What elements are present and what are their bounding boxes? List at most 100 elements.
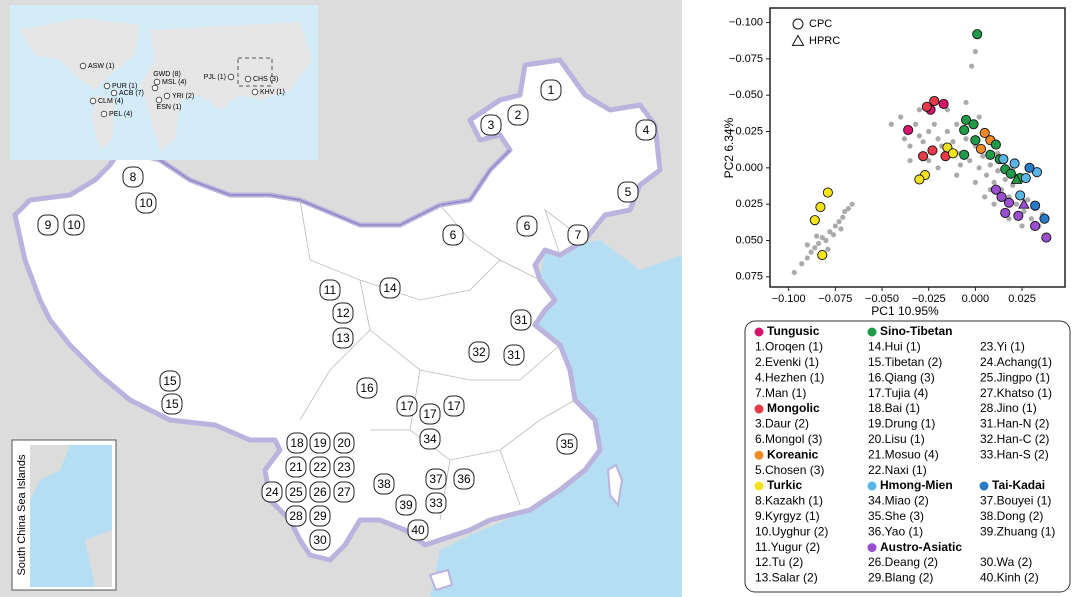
point — [982, 194, 988, 200]
site-label: 18 — [290, 436, 304, 450]
legend-item: 8.Kazakh (1) — [755, 494, 823, 508]
point — [1024, 162, 1035, 173]
site-marker — [507, 104, 529, 126]
legend-item: 34.Miao (2) — [868, 494, 929, 508]
site-marker — [419, 428, 441, 450]
site-marker — [407, 519, 429, 541]
legend-item: 15.Tibetan (2) — [868, 355, 942, 369]
site-marker — [635, 119, 657, 141]
site-marker — [135, 192, 157, 214]
point — [935, 136, 941, 142]
site-label: 5 — [625, 185, 632, 199]
legend-label: HPRC — [809, 35, 840, 47]
x-tick-label: −0.100 — [772, 293, 806, 305]
legend-group: Tai-Kadai — [992, 478, 1045, 492]
legend: Tungusic 1.Oroqen (1)2.Evenki (1)4.Hezhen… — [754, 324, 1055, 585]
eurasia-africa — [140, 22, 312, 150]
point — [822, 187, 833, 198]
legend-item: 36.Yao (1) — [868, 524, 923, 538]
site-marker — [503, 344, 525, 366]
point — [1020, 172, 1031, 184]
point — [931, 121, 937, 127]
site-marker — [332, 327, 354, 349]
point — [1021, 208, 1027, 215]
point — [954, 172, 960, 178]
point — [996, 191, 1007, 202]
point — [1013, 210, 1024, 221]
point — [991, 201, 997, 207]
site-marker — [309, 456, 331, 478]
site-marker — [480, 114, 502, 136]
site-label: 25 — [289, 485, 303, 499]
sample-site — [79, 62, 87, 70]
sample-site — [244, 75, 252, 83]
x-tick-label: 0.000 — [962, 293, 990, 305]
site-label: 24 — [265, 485, 279, 499]
y-tick-label: 0.000 — [735, 162, 763, 174]
x-tick-label: 0.025 — [1008, 293, 1036, 305]
point — [987, 162, 993, 168]
site-marker — [333, 432, 355, 454]
legend-item: 31.Han-N (2) — [980, 417, 1049, 431]
americas — [20, 18, 140, 150]
legend-item: 16.Qiang (3) — [868, 370, 935, 384]
point — [972, 48, 978, 55]
point — [967, 157, 973, 164]
legend-item: 32.Han-C (2) — [980, 432, 1049, 446]
y-tick-label: 0.050 — [735, 234, 763, 246]
legend-item: 9.Kyrgyz (1) — [755, 509, 820, 523]
point — [990, 184, 1001, 195]
site-marker — [332, 302, 354, 324]
sample-site — [110, 89, 118, 97]
sample-site — [155, 96, 163, 104]
point — [983, 172, 990, 178]
legend-item: 37.Bouyei (1) — [980, 494, 1051, 508]
site-label: 32 — [472, 345, 486, 359]
point — [799, 261, 805, 267]
site-marker — [373, 473, 395, 495]
legend-item: 10.Uyghur (2) — [755, 524, 828, 538]
legend-group: Mongolic — [767, 401, 820, 415]
site-marker — [161, 393, 183, 415]
taiwan — [606, 463, 624, 508]
site-marker — [556, 433, 578, 455]
site-marker — [425, 468, 447, 490]
sample-site — [153, 78, 161, 86]
province-line — [369, 329, 561, 381]
inset-labels: ASW (1) PUR (1)ACB (7)CLM (4) PEL (4) GWD (… — [79, 62, 285, 118]
y-tick-label: −0.025 — [729, 125, 763, 137]
sample-site — [89, 97, 97, 105]
point — [913, 121, 919, 127]
site-marker — [425, 492, 447, 514]
point — [938, 98, 949, 109]
y-tick-label: −0.100 — [729, 16, 763, 28]
legend-item: 30.Wa (2) — [980, 555, 1032, 569]
legend-swatch — [867, 327, 877, 337]
legend-item: 12.Tu (2) — [755, 555, 803, 569]
point — [963, 136, 969, 142]
legend-item: 1.Oroqen (1) — [755, 340, 823, 354]
site-marker — [285, 456, 307, 478]
map: ASW (1) PUR (1)ACB (7)CLM (4) PEL (4) GWD (… — [0, 0, 682, 597]
point — [995, 168, 1001, 174]
point — [1019, 223, 1025, 229]
inset-label: KHV (1) — [260, 89, 285, 96]
sample-site — [251, 88, 259, 96]
x-tick-label: −0.025 — [912, 293, 946, 305]
site-label: 26 — [313, 485, 327, 499]
site-marker — [617, 181, 639, 203]
site-marker — [285, 505, 307, 527]
inset-label: CHS (3) — [253, 76, 278, 83]
point — [970, 135, 981, 146]
point — [1002, 176, 1008, 183]
inset-label: ACB (7) — [119, 90, 144, 97]
point — [921, 101, 932, 112]
legend-item: 27.Khatso (1) — [980, 386, 1052, 400]
point — [914, 174, 925, 185]
legend-marker — [791, 34, 805, 46]
site-label: 6 — [524, 219, 531, 233]
site-marker — [319, 279, 341, 301]
legend-item: 19.Drung (1) — [868, 417, 935, 431]
site-label: 19 — [313, 436, 327, 450]
